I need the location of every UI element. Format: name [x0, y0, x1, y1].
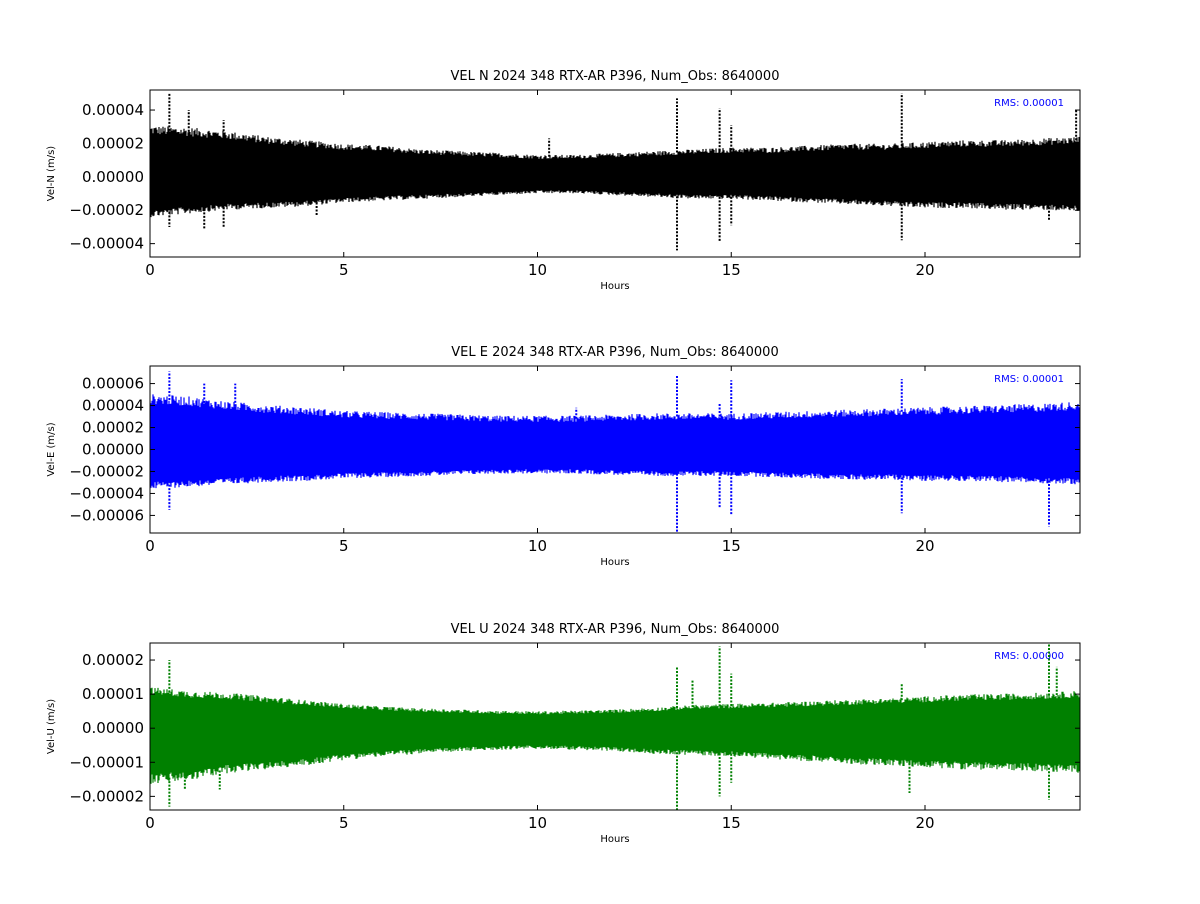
y-axis-label: Vel-U (m/s): [46, 699, 57, 754]
panel-vel-u: VEL U 2024 348 RTX-AR P396, Num_Obs: 864…: [46, 622, 1081, 845]
x-tick-label: 5: [339, 261, 349, 279]
y-tick-label: −0.00002: [69, 462, 144, 480]
x-tick-label: 5: [339, 814, 349, 832]
x-tick-label: 0: [145, 537, 155, 555]
x-tick-label: 5: [339, 537, 349, 555]
x-tick-label: 10: [528, 537, 547, 555]
data-marks: [150, 643, 1080, 810]
y-tick-label: −0.00002: [69, 787, 144, 805]
data-marks: [150, 371, 1080, 533]
y-tick-label: −0.00001: [69, 753, 144, 771]
x-tick-label: 20: [915, 261, 934, 279]
x-tick-label: 20: [915, 814, 934, 832]
x-tick-label: 15: [722, 537, 741, 555]
y-tick-label: −0.00006: [69, 506, 144, 524]
data-envelope: [150, 394, 1080, 489]
y-tick-label: 0.00004: [82, 101, 144, 119]
x-axis-label: Hours: [600, 557, 629, 568]
y-tick-label: 0.00006: [82, 375, 144, 393]
y-tick-label: −0.00004: [69, 235, 144, 253]
y-tick-label: 0.00002: [82, 134, 144, 152]
data-envelope: [150, 126, 1080, 218]
x-tick-label: 10: [528, 261, 547, 279]
y-tick-label: 0.00000: [82, 441, 144, 459]
y-tick-label: −0.00004: [69, 484, 144, 502]
tick-labels: 0 5 10 15 20 −0.00004 −0.00002 0.00000 0.00002 0.…: [69, 90, 1080, 279]
plot-frame: [149, 89, 1081, 258]
x-tick-label: 10: [528, 814, 547, 832]
x-tick-label: 0: [145, 814, 155, 832]
panel-vel-e: VEL E 2024 348 RTX-AR P396, Num_Obs: 864…: [46, 345, 1081, 568]
y-tick-label: 0.00004: [82, 397, 144, 415]
plot-frame: [149, 365, 1081, 534]
data-marks: [150, 93, 1080, 251]
rms-annotation: RMS: 0.00000: [994, 651, 1064, 662]
x-axis-label: Hours: [600, 281, 629, 292]
chart-title: VEL E 2024 348 RTX-AR P396, Num_Obs: 864…: [451, 345, 778, 360]
x-tick-label: 0: [145, 261, 155, 279]
chart-title: VEL N 2024 348 RTX-AR P396, Num_Obs: 864…: [451, 69, 780, 84]
y-tick-label: 0.00000: [82, 719, 144, 737]
tick-labels: 0 5 10 15 20 −0.00006 −0.00004 −0.00002 0.00000 0…: [69, 366, 1080, 555]
rms-annotation: RMS: 0.00001: [994, 98, 1064, 109]
y-tick-label: 0.00000: [82, 168, 144, 186]
x-tick-label: 15: [722, 814, 741, 832]
data-envelope: [150, 687, 1080, 784]
panel-vel-n: VEL N 2024 348 RTX-AR P396, Num_Obs: 864…: [46, 69, 1081, 292]
x-axis-label: Hours: [600, 834, 629, 845]
y-tick-label: 0.00002: [82, 651, 144, 669]
y-tick-label: −0.00002: [69, 201, 144, 219]
tick-labels: 0 5 10 15 20 −0.00002 −0.00001 0.00000 0.00001 0.…: [69, 643, 1080, 832]
y-axis-label: Vel-E (m/s): [46, 422, 57, 476]
x-tick-label: 20: [915, 537, 934, 555]
chart-title: VEL U 2024 348 RTX-AR P396, Num_Obs: 864…: [451, 622, 780, 637]
x-tick-label: 15: [722, 261, 741, 279]
y-axis-label: Vel-N (m/s): [46, 146, 57, 201]
plot-frame: [149, 642, 1081, 811]
y-tick-label: 0.00002: [82, 419, 144, 437]
y-tick-label: 0.00001: [82, 685, 144, 703]
rms-annotation: RMS: 0.00001: [994, 374, 1064, 385]
